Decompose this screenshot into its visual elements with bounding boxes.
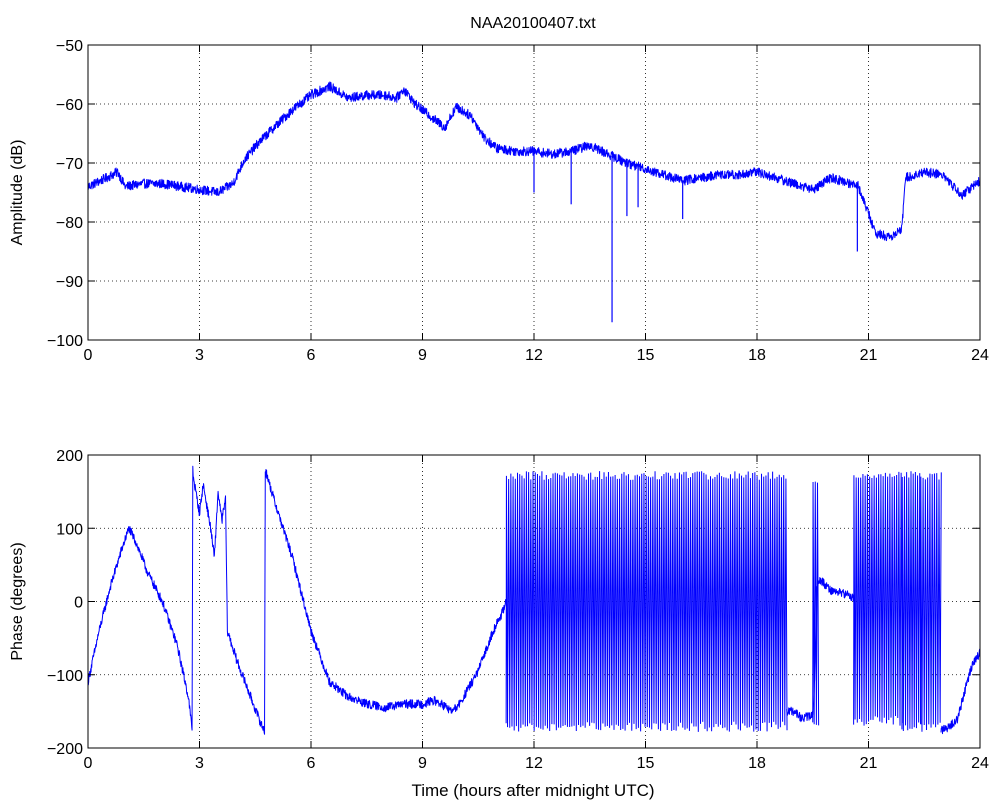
amplitude-panel: 0 3 6 9 12 15 18 21 24 −50 −60 −70 −80 −90 −100 Amplit… bbox=[9, 38, 989, 364]
phase-wrap-band bbox=[901, 471, 922, 732]
x-tick-label: 12 bbox=[525, 755, 543, 772]
phase-wrap-band bbox=[920, 472, 942, 732]
x-tick-label: 6 bbox=[307, 755, 316, 772]
y-tick-label: −80 bbox=[56, 215, 83, 232]
amplitude-grid bbox=[88, 45, 980, 340]
phase-ticks: 0 3 6 9 12 15 18 21 24 200 100 0 −100 −200 bbox=[47, 448, 989, 772]
x-tick-label: 15 bbox=[637, 755, 655, 772]
y-tick-label: 200 bbox=[56, 448, 83, 465]
y-tick-label: −70 bbox=[56, 156, 83, 173]
x-tick-label: 21 bbox=[860, 347, 878, 364]
x-tick-label: 0 bbox=[84, 347, 93, 364]
y-tick-label: −90 bbox=[56, 274, 83, 291]
series-line bbox=[88, 465, 507, 735]
phase-panel: 0 3 6 9 12 15 18 21 24 200 100 0 −100 −200 Phase (deg… bbox=[9, 448, 989, 800]
x-tick-label: 24 bbox=[971, 347, 989, 364]
phase-y-axis-label: Phase (degrees) bbox=[9, 542, 26, 660]
amplitude-ticks: 0 3 6 9 12 15 18 21 24 −50 −60 −70 −80 −90 −100 bbox=[47, 38, 989, 364]
x-tick-label: 3 bbox=[195, 347, 204, 364]
y-tick-label: −50 bbox=[56, 38, 83, 55]
x-tick-label: 18 bbox=[748, 755, 766, 772]
phase-wrap-band bbox=[812, 481, 820, 726]
x-tick-label: 6 bbox=[307, 347, 316, 364]
amplitude-plot-area bbox=[88, 81, 980, 323]
x-tick-label: 21 bbox=[860, 755, 878, 772]
phase-wrap-band bbox=[505, 471, 788, 732]
series-line bbox=[940, 648, 980, 735]
x-tick-label: 0 bbox=[84, 755, 93, 772]
phase-plot-area bbox=[88, 465, 980, 735]
y-tick-label: −100 bbox=[47, 668, 83, 685]
x-tick-label: 24 bbox=[971, 755, 989, 772]
y-tick-label: 0 bbox=[74, 595, 83, 612]
y-tick-label: −100 bbox=[47, 333, 83, 350]
y-tick-label: 100 bbox=[56, 521, 83, 538]
chart-title: NAA20100407.txt bbox=[470, 15, 596, 32]
x-tick-label: 9 bbox=[418, 755, 427, 772]
x-tick-label: 3 bbox=[195, 755, 204, 772]
series-line bbox=[786, 576, 855, 723]
x-tick-label: 15 bbox=[637, 347, 655, 364]
x-tick-label: 18 bbox=[748, 347, 766, 364]
phase-x-axis-label: Time (hours after midnight UTC) bbox=[411, 781, 654, 800]
amplitude-y-axis-label: Amplitude (dB) bbox=[9, 140, 26, 246]
x-tick-label: 12 bbox=[525, 347, 543, 364]
phase-wrap-band bbox=[853, 471, 903, 726]
y-tick-label: −60 bbox=[56, 97, 83, 114]
y-tick-label: −200 bbox=[47, 741, 83, 758]
x-tick-label: 9 bbox=[418, 347, 427, 364]
